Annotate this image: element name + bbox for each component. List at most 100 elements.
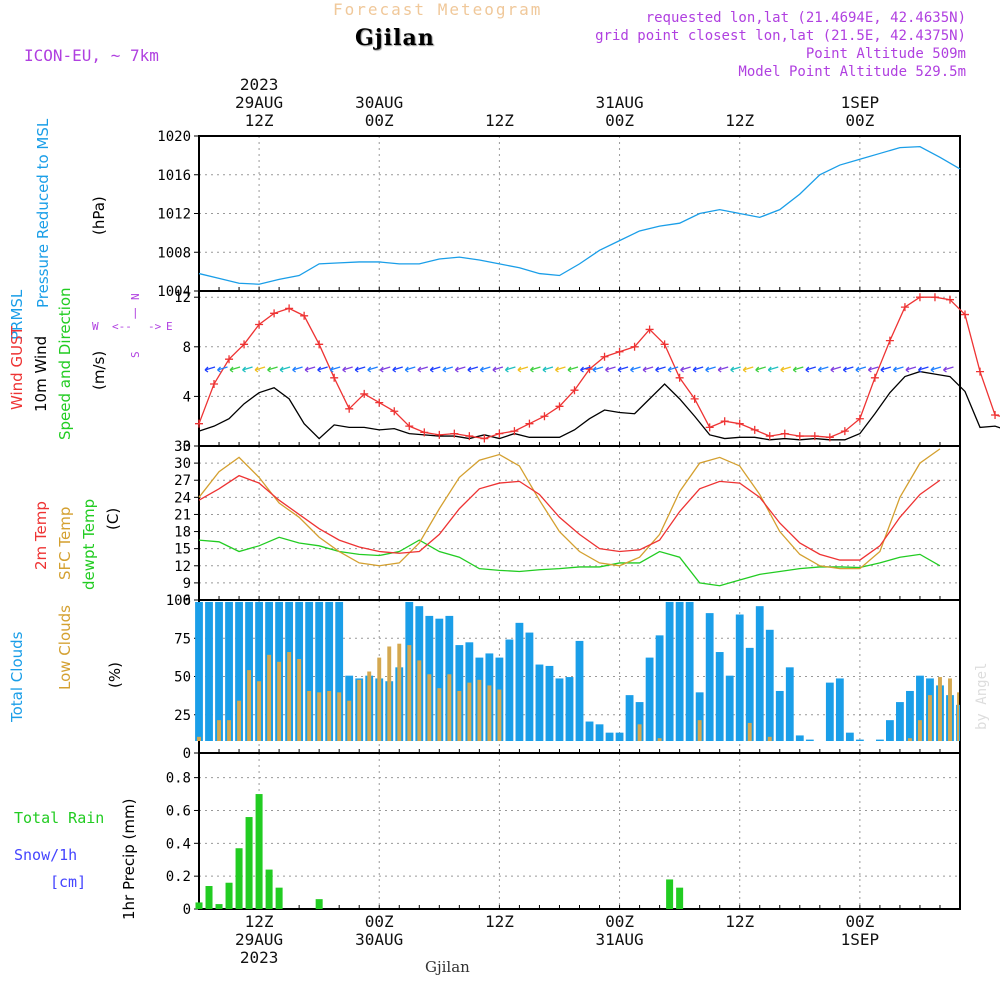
- low-cloud-bar: [277, 661, 282, 741]
- total-cloud-bar: [215, 602, 223, 741]
- wind-direction-arrow: [943, 366, 954, 373]
- precip-axis-label-wrap: 1hr Precip (mm): [120, 799, 138, 920]
- rain-bar: [225, 882, 233, 909]
- y-tick-label: 25: [174, 708, 191, 724]
- y-tick-label: 18: [174, 525, 191, 541]
- wind-direction-arrow: [542, 366, 554, 373]
- wind-direction-arrow: [867, 366, 879, 373]
- low-cloud-bar: [487, 685, 492, 741]
- time-axis-label: 30AUG: [355, 930, 404, 949]
- total-cloud-bar: [575, 640, 584, 741]
- time-axis-label: 2023: [239, 948, 279, 967]
- wind-direction-arrow: [655, 366, 666, 373]
- wind-direction-arrow: [792, 366, 804, 373]
- low-cloud-bar: [447, 674, 452, 741]
- low-cloud-bar: [697, 720, 702, 741]
- gust-series-point: [345, 404, 354, 413]
- gust-series-point: [300, 311, 309, 320]
- footer-location: Gjilan: [425, 958, 470, 976]
- total-cloud-bar: [785, 667, 794, 741]
- gust-series: [198, 296, 1000, 440]
- wind-direction-arrow: [580, 366, 591, 373]
- total-cloud-bar: [615, 732, 624, 741]
- total-cloud-bar: [765, 629, 774, 741]
- y-tick-label: 12: [174, 559, 191, 575]
- total-cloud-bar: [906, 690, 914, 741]
- time-axis-label: 12Z: [244, 912, 274, 931]
- low-cloud-bar: [938, 677, 942, 741]
- wind-direction-arrow: [204, 366, 216, 373]
- y-tick-label: 24: [174, 490, 191, 506]
- y-tick-label: 75: [174, 631, 191, 647]
- total-cloud-bar: [205, 602, 213, 741]
- credit-wrap: by Angel: [974, 663, 990, 730]
- low-cloud-bar: [387, 646, 392, 741]
- total-cloud-bar: [335, 602, 344, 741]
- gust-series-point: [855, 414, 864, 423]
- total-cloud-bar: [875, 739, 884, 741]
- low-cloud-bar: [247, 670, 252, 741]
- wind-direction-arrow: [842, 366, 854, 373]
- wind-direction-arrow: [379, 366, 391, 373]
- total-cloud-bar: [255, 602, 263, 741]
- direction-label: Speed and Direction: [56, 287, 74, 440]
- total-cloud-bar: [545, 665, 554, 741]
- y-tick-label: 33: [174, 439, 191, 455]
- gust-series-point: [735, 419, 744, 428]
- low-cloud-bar: [427, 674, 432, 741]
- total-cloud-bar: [845, 732, 854, 741]
- wind-direction-arrow: [504, 366, 516, 373]
- total-cloud-bar: [625, 695, 634, 741]
- total-cloud-bar: [835, 678, 844, 741]
- wind-direction-arrow: [479, 366, 491, 373]
- time-axis-label: 00Z: [845, 111, 875, 130]
- wind-direction-arrow: [429, 366, 441, 373]
- dewpt-label: dewpt Temp: [80, 499, 98, 590]
- low-cloud-bar: [397, 643, 402, 741]
- gust-series-point: [961, 310, 970, 319]
- total-cloud-bar: [235, 602, 243, 741]
- wind-direction-arrow: [692, 366, 704, 373]
- wind-direction-arrow: [592, 366, 604, 373]
- total-cloud-bar: [805, 739, 814, 741]
- rain-bar: [215, 904, 223, 909]
- low-cloud-bar: [928, 695, 932, 741]
- rain-bar: [255, 794, 263, 909]
- time-axis-label: 30AUG: [355, 93, 404, 112]
- wind-direction-arrow: [642, 366, 654, 373]
- gust-series-point: [675, 373, 684, 382]
- gust-series-point: [615, 347, 624, 356]
- gust-series-point: [750, 425, 759, 434]
- low-cloud-bar: [907, 738, 912, 741]
- gust-series-point: [450, 429, 459, 438]
- y-tick-label: 8: [183, 340, 191, 356]
- wind-direction-arrow: [329, 366, 341, 373]
- low-cloud-bar: [327, 690, 332, 741]
- low-cloud-bar: [227, 720, 231, 741]
- low-cloud-bar: [747, 722, 752, 741]
- wind-unit: (m/s): [90, 351, 108, 390]
- wind-direction-arrow: [767, 366, 779, 373]
- temp-unit: (C): [104, 508, 122, 530]
- location-title: Gjilan: [355, 25, 435, 51]
- total-cloud-bar: [565, 677, 574, 741]
- wind-direction-arrow: [805, 366, 816, 373]
- low-cloud-bar: [367, 671, 372, 741]
- wind-direction-arrow: [830, 366, 842, 373]
- snow-unit-label: [cm]: [50, 873, 87, 891]
- low-cloud-bar: [347, 700, 352, 741]
- gust-series-point: [315, 340, 324, 349]
- y-tick-label: 1008: [157, 245, 191, 261]
- wind-direction-arrow: [417, 366, 428, 373]
- y-tick-label: 6: [183, 593, 191, 609]
- low-cloud-bar: [287, 652, 292, 741]
- time-axis-label: 1SEP: [840, 93, 880, 112]
- gust-series-point: [240, 340, 249, 349]
- total-cloud-bar: [585, 721, 594, 741]
- rain-bar: [195, 902, 203, 909]
- gust-series-point: [495, 429, 504, 438]
- total-cloud-bar: [775, 690, 784, 741]
- time-axis-label: 00Z: [605, 912, 634, 931]
- model-label: ICON-EU, ~ 7km: [24, 46, 159, 65]
